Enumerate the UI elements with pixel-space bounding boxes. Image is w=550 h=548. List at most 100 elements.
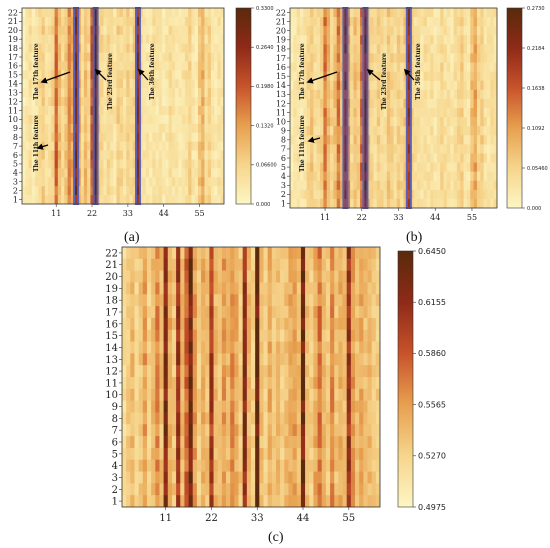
heatmap-cell <box>113 168 117 178</box>
heatmap-cell <box>359 294 364 307</box>
heatmap-cell <box>159 258 164 271</box>
heatmap-cell <box>175 34 179 44</box>
heatmap-cell <box>109 25 114 36</box>
heatmap-cell <box>54 97 59 107</box>
heatmap-cell <box>363 471 368 484</box>
heatmap-cell <box>238 400 243 413</box>
heatmap-cell <box>67 150 72 160</box>
heatmap-cell <box>217 150 222 160</box>
heatmap-cell <box>330 424 335 437</box>
heatmap-cell <box>440 180 444 191</box>
heatmap-cell <box>440 17 444 27</box>
heatmap-cell <box>353 80 358 91</box>
heatmap-cell <box>129 8 134 18</box>
heatmap-cell <box>178 88 182 98</box>
heatmap-cell <box>196 341 202 354</box>
heatmap-cell <box>296 98 301 109</box>
heatmap-cell <box>275 436 281 449</box>
heatmap-cell <box>126 61 130 71</box>
heatmap-cell <box>77 97 81 107</box>
heatmap-cell <box>313 329 318 342</box>
heatmap-cell <box>25 132 29 142</box>
heatmap-cell <box>466 198 471 209</box>
heatmap-cell <box>290 162 294 172</box>
heatmap-cell <box>456 189 461 200</box>
heatmap-cell <box>201 282 206 295</box>
heatmap-cell <box>122 377 127 390</box>
heatmap-cell <box>191 159 195 169</box>
heatmap-cell <box>44 177 49 187</box>
heatmap-cell <box>370 98 374 109</box>
heatmap-cell <box>116 177 121 187</box>
heatmap-cell <box>450 80 454 91</box>
heatmap-cell <box>41 97 46 107</box>
heatmap-cell <box>149 123 153 134</box>
heatmap-cell <box>342 306 348 319</box>
heatmap-cell <box>180 282 185 295</box>
heatmap-cell <box>433 171 438 182</box>
heatmap-cell <box>74 186 78 196</box>
heatmap-cell <box>355 400 360 413</box>
heatmap-cell <box>390 17 394 27</box>
heatmap-cell <box>142 377 148 390</box>
heatmap-cell <box>334 294 339 307</box>
heatmap-cell <box>181 150 186 160</box>
heatmap-cell <box>453 171 458 182</box>
heatmap-cell <box>325 341 331 354</box>
heatmap-cell <box>383 98 388 109</box>
heatmap-cell <box>309 436 314 449</box>
heatmap-cell <box>57 132 62 142</box>
heatmap-cell <box>483 117 488 127</box>
heatmap-cell <box>201 25 205 36</box>
heatmap-cell <box>217 114 222 125</box>
heatmap-cell <box>416 144 421 154</box>
heatmap-cell <box>44 52 49 62</box>
heatmap-cell <box>155 412 160 425</box>
heatmap-cell <box>430 180 434 191</box>
heatmap-cell <box>303 44 307 54</box>
heatmap-cell <box>300 341 306 354</box>
heatmap-cell <box>390 26 394 36</box>
heatmap-cell <box>80 168 85 178</box>
heatmap-cell <box>255 471 260 484</box>
heatmap-cell <box>320 126 324 136</box>
heatmap-cell <box>493 53 498 63</box>
heatmap-cell <box>373 189 378 200</box>
heatmap-cell <box>175 70 179 80</box>
heatmap-cell <box>178 150 182 160</box>
heatmap-cell <box>490 8 494 18</box>
heatmap-cell <box>226 306 231 319</box>
heatmap-cell <box>132 132 137 142</box>
heatmap-cell <box>473 198 478 209</box>
heatmap-cell <box>325 459 331 472</box>
heatmap-cell <box>61 106 65 116</box>
heatmap-cell <box>346 17 351 27</box>
heatmap-cell <box>370 62 374 72</box>
heatmap-cell <box>293 144 297 154</box>
heatmap-cell <box>22 123 26 134</box>
y-tick-label: 22 <box>276 8 286 17</box>
heatmap-cell <box>367 282 372 295</box>
heatmap-cell <box>375 483 381 496</box>
heatmap-cell <box>303 98 307 109</box>
heatmap-cell <box>210 43 215 53</box>
heatmap-cell <box>162 34 166 44</box>
heatmap-cell <box>31 16 36 27</box>
heatmap-cell <box>443 53 448 63</box>
heatmap-cell <box>320 26 324 36</box>
heatmap-cell <box>350 471 356 484</box>
heatmap-cell <box>159 365 164 378</box>
heatmap-cell <box>142 447 148 461</box>
heatmap-cell <box>371 377 377 390</box>
heatmap-cell <box>25 97 29 107</box>
heatmap-cell <box>119 186 124 196</box>
heatmap-cell <box>386 44 391 54</box>
heatmap-cell <box>446 26 451 36</box>
heatmap-cell <box>483 8 488 18</box>
y-tick-label: 5 <box>13 160 18 169</box>
heatmap-cell <box>197 79 202 89</box>
heatmap-cell <box>119 177 124 187</box>
heatmap-cell <box>109 106 114 116</box>
x-tick-label: 33 <box>393 213 403 222</box>
heatmap-cell <box>300 117 304 127</box>
